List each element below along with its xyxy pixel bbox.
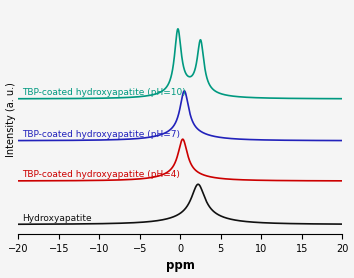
Text: TBP-coated hydroxyapatite (pH=4): TBP-coated hydroxyapatite (pH=4)	[22, 170, 180, 179]
Y-axis label: Intensity (a. u.): Intensity (a. u.)	[6, 82, 16, 157]
X-axis label: ppm: ppm	[166, 259, 195, 272]
Text: TBP-coated hydroxyapatite (pH=7): TBP-coated hydroxyapatite (pH=7)	[22, 130, 181, 139]
Text: TBP-coated hydroxyapatite (pH=10): TBP-coated hydroxyapatite (pH=10)	[22, 88, 186, 97]
Text: Hydroxyapatite: Hydroxyapatite	[22, 214, 92, 223]
